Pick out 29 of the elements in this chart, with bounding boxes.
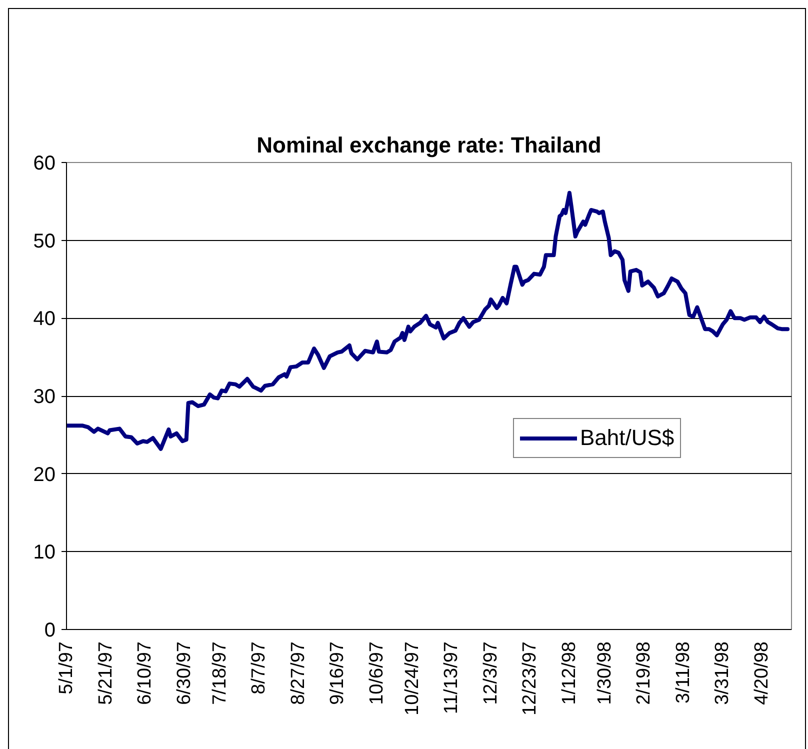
x-tick-label: 1/30/98 [594, 641, 616, 705]
x-tick-label: 12/23/97 [520, 641, 541, 716]
y-tick-label: 60 [33, 152, 56, 174]
x-tick-label: 10/6/97 [366, 641, 388, 705]
x-tick-label: 10/24/97 [402, 641, 423, 716]
x-tick-label: 12/3/97 [480, 641, 502, 705]
x-tick-label: 3/11/98 [672, 642, 694, 704]
x-tick-label: 5/1/97 [56, 641, 77, 694]
line-series [66, 190, 790, 451]
x-tick-label: 3/31/98 [712, 641, 734, 705]
y-tick-label: 30 [33, 386, 56, 408]
y-tick-label: 50 [33, 230, 56, 252]
x-tick-label: 9/16/97 [327, 641, 348, 705]
x-tick-label: 5/21/97 [95, 641, 116, 705]
chart-title: Nominal exchange rate: Thailand [256, 132, 602, 158]
y-tick-label: 20 [33, 464, 56, 486]
x-tick-label: 7/18/97 [209, 641, 230, 705]
x-tick-label: 6/30/97 [174, 641, 195, 705]
x-tick-label: 11/13/97 [441, 641, 462, 714]
x-tick-label: 2/19/98 [634, 641, 655, 705]
x-tick-label: 8/7/97 [248, 641, 270, 694]
x-tick-label: 6/10/97 [134, 641, 156, 705]
y-tick-label: 10 [33, 542, 56, 564]
x-tick-label: 8/27/97 [288, 641, 309, 705]
legend-label: Baht/US$ [580, 425, 674, 451]
y-tick-label: 0 [44, 620, 56, 642]
x-tick-label: 4/20/98 [752, 641, 773, 705]
y-tick-label: 40 [33, 308, 56, 330]
x-tick-label: 1/12/98 [558, 641, 580, 705]
